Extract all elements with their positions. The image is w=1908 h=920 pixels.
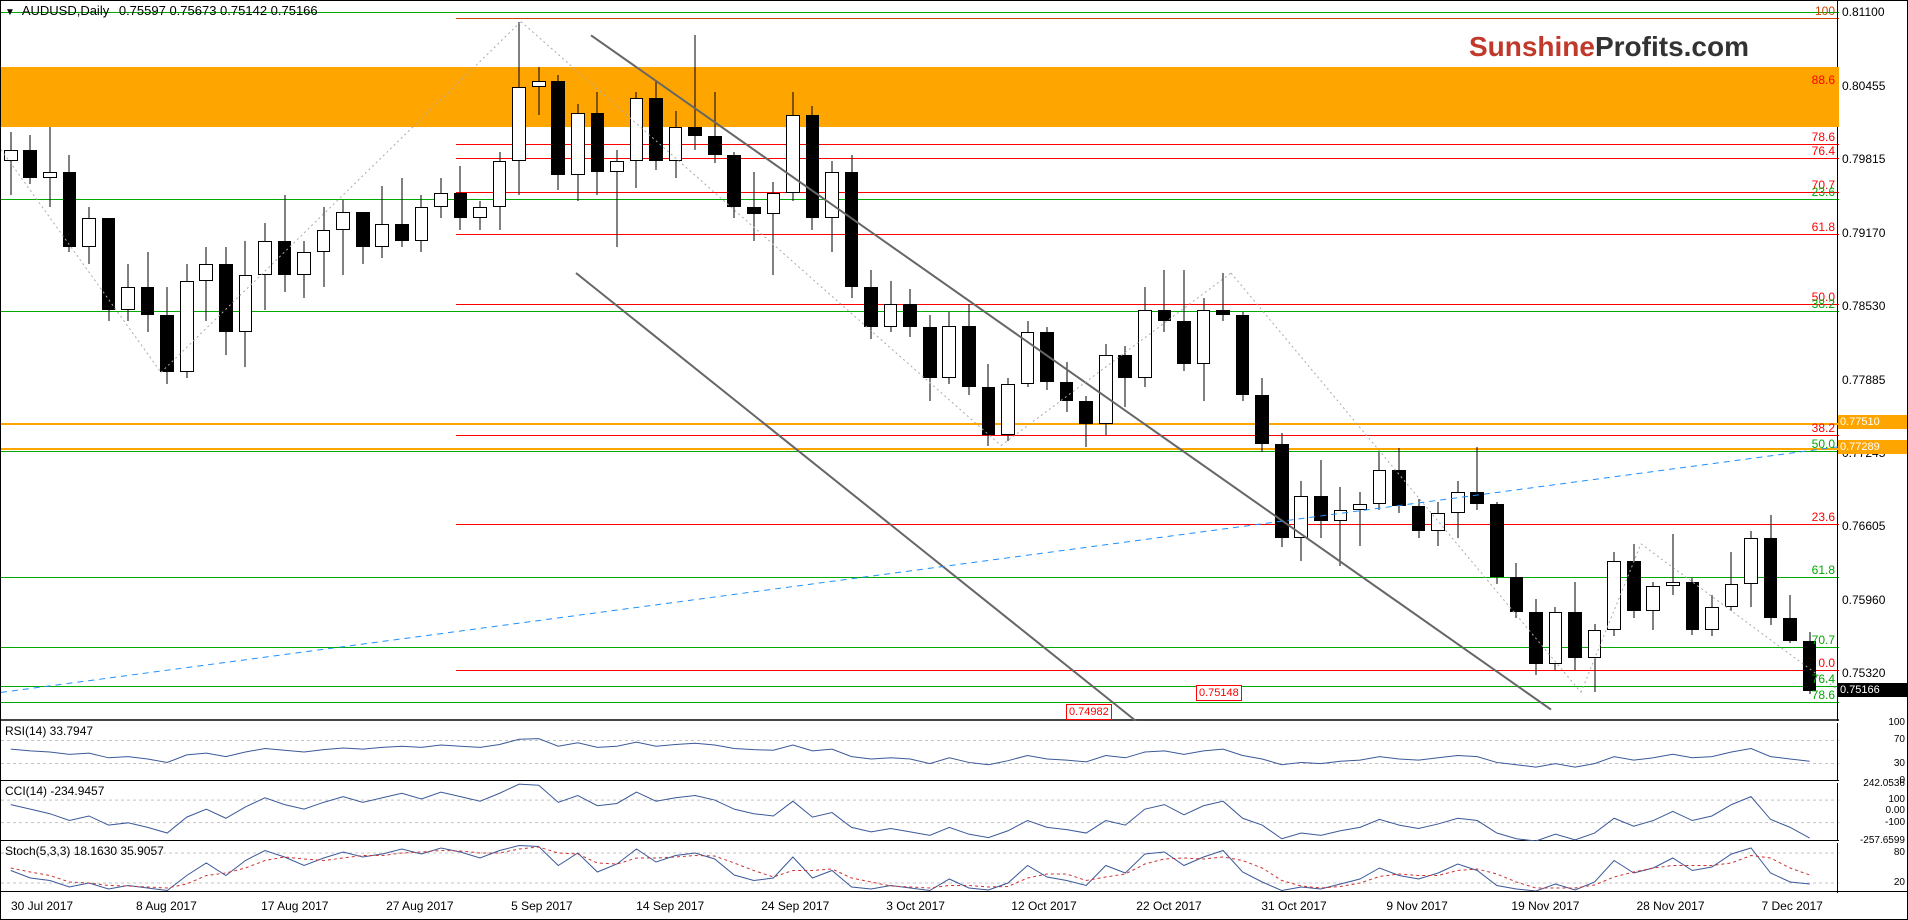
time-tick: 28 Nov 2017 — [1636, 899, 1704, 913]
time-tick: 31 Oct 2017 — [1261, 899, 1326, 913]
time-tick: 24 Sep 2017 — [761, 899, 829, 913]
price-marker: 0.75148 — [1196, 685, 1242, 701]
fib-label-green: 23.6 — [1812, 185, 1835, 199]
stoch-axis: 80 20 — [1837, 843, 1907, 893]
time-axis: 30 Jul 2017 8 Aug 2017 17 Aug 2017 27 Aug 2… — [1, 891, 1908, 919]
price-tick: 0.77885 — [1842, 373, 1885, 387]
fib-label: 78.6 — [1812, 130, 1835, 144]
time-tick: 12 Oct 2017 — [1011, 899, 1076, 913]
stoch-svg — [1, 843, 1839, 893]
stoch-panel[interactable]: Stoch(5,3,3) 18.1630 35.9057 — [1, 843, 1839, 893]
price-axis: 0.77510 0.77289 0.81100 0.80455 0.79815 0.791… — [1837, 1, 1907, 721]
watermark: SunshineProfits.com — [1469, 31, 1749, 63]
fib-label: 76.4 — [1812, 144, 1835, 158]
price-tick: 0.75320 — [1842, 666, 1885, 680]
time-tick: 19 Nov 2017 — [1511, 899, 1579, 913]
rsi-svg — [1, 723, 1839, 781]
cci-label: CCI(14) -234.9457 — [5, 784, 104, 798]
fib-label-green: 50.0 — [1812, 437, 1835, 451]
current-price-box: 0.75166 — [1838, 683, 1907, 697]
chart-header: ▼ AUDUSD,Daily 0.75597 0.75673 0.75142 0… — [5, 3, 318, 18]
indicator-tick: 0.00 — [1886, 805, 1905, 816]
time-tick: 22 Oct 2017 — [1136, 899, 1201, 913]
orange-price-box: 0.77289 — [1838, 440, 1907, 454]
indicator-tick: 80 — [1894, 847, 1905, 858]
ohlc-label: 0.75597 0.75673 0.75142 0.75166 — [119, 3, 318, 18]
time-tick: 9 Nov 2017 — [1386, 899, 1447, 913]
price-tick: 0.78530 — [1842, 299, 1885, 313]
fib-label: 38.2 — [1812, 421, 1835, 435]
collapse-icon[interactable]: ▼ — [5, 7, 15, 18]
symbol-label: AUDUSD,Daily — [22, 3, 109, 18]
fib-label-green: 70.7 — [1812, 633, 1835, 647]
time-tick: 5 Sep 2017 — [511, 899, 572, 913]
fib-label: 0.0 — [1818, 656, 1835, 670]
indicator-tick: 70 — [1894, 734, 1905, 745]
fib-label: 23.6 — [1812, 510, 1835, 524]
rsi-axis: 10070300 — [1837, 723, 1907, 781]
trendlines-svg — [1, 1, 1839, 721]
fib-label-green: 78.6 — [1812, 688, 1835, 702]
stoch-label: Stoch(5,3,3) 18.1630 35.9057 — [5, 844, 164, 858]
chart-root: ▼ AUDUSD,Daily 0.75597 0.75673 0.75142 0… — [0, 0, 1908, 920]
indicator-tick: 242.0536 — [1863, 778, 1905, 789]
time-tick: 8 Aug 2017 — [136, 899, 197, 913]
orange-price-box: 0.77510 — [1838, 415, 1907, 429]
time-tick: 7 Dec 2017 — [1761, 899, 1822, 913]
indicator-tick: 20 — [1894, 877, 1905, 888]
cci-svg — [1, 783, 1839, 841]
indicator-tick: -100 — [1885, 817, 1905, 828]
price-marker: 0.74982 — [1066, 704, 1112, 720]
fib-label-green: 61.8 — [1812, 563, 1835, 577]
price-panel[interactable]: ▼ AUDUSD,Daily 0.75597 0.75673 0.75142 0… — [1, 1, 1839, 721]
cci-panel[interactable]: CCI(14) -234.9457 — [1, 783, 1839, 841]
price-tick: 0.79815 — [1842, 152, 1885, 166]
indicator-tick: 30 — [1894, 758, 1905, 769]
fib-label: 100 — [1815, 4, 1835, 18]
time-tick: 17 Aug 2017 — [261, 899, 328, 913]
cci-axis: 242.05361000.00-100-257.6599 — [1837, 783, 1907, 841]
time-tick: 27 Aug 2017 — [386, 899, 453, 913]
indicator-tick: 100 — [1888, 717, 1905, 728]
indicator-tick: 100 — [1888, 794, 1905, 805]
time-tick: 3 Oct 2017 — [886, 899, 945, 913]
price-tick: 0.79170 — [1842, 226, 1885, 240]
fib-label-green: 38.2 — [1812, 297, 1835, 311]
time-tick: 30 Jul 2017 — [11, 899, 73, 913]
rsi-panel[interactable]: RSI(14) 33.7947 — [1, 723, 1839, 781]
price-tick: 0.76605 — [1842, 519, 1885, 533]
fib-label: 88.6 — [1812, 73, 1835, 87]
fib-label-green: 76.4 — [1812, 672, 1835, 686]
rsi-label: RSI(14) 33.7947 — [5, 724, 93, 738]
price-tick: 0.80455 — [1842, 79, 1885, 93]
price-tick: 0.81100 — [1842, 5, 1885, 19]
price-tick: 0.75960 — [1842, 593, 1885, 607]
fib-label: 61.8 — [1812, 220, 1835, 234]
time-tick: 14 Sep 2017 — [636, 899, 704, 913]
